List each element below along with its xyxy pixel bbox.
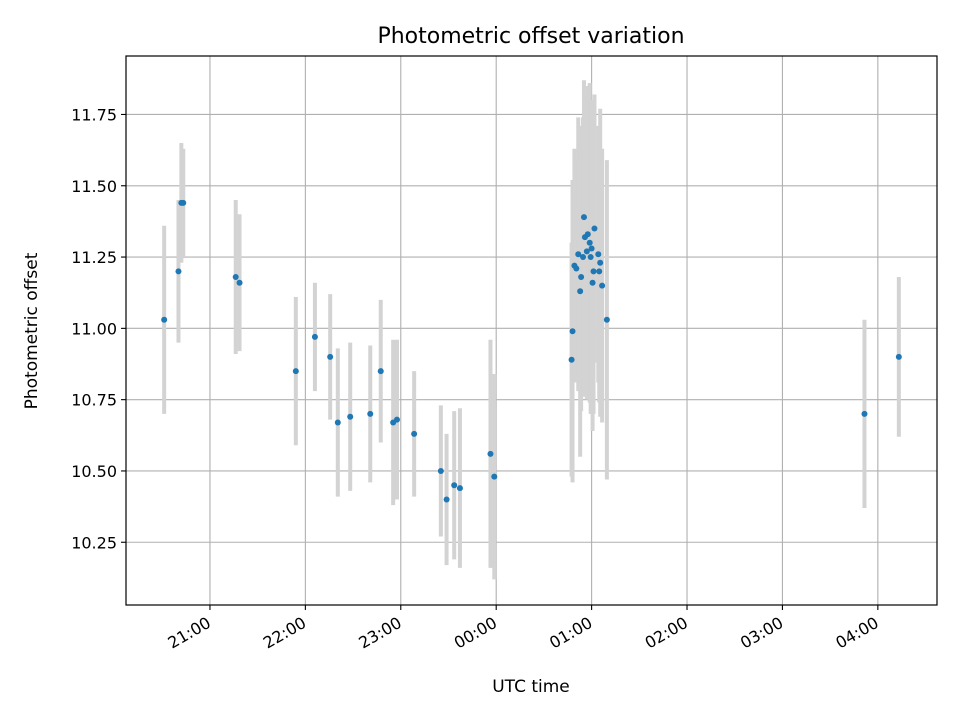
data-point xyxy=(437,467,444,474)
data-point xyxy=(443,496,450,503)
data-point xyxy=(451,482,458,489)
y-tick-label: 11.00 xyxy=(71,319,117,338)
data-point xyxy=(587,254,594,261)
data-point xyxy=(577,288,584,295)
data-point xyxy=(568,356,575,363)
data-point xyxy=(584,231,591,238)
data-point xyxy=(599,282,606,289)
data-point xyxy=(591,225,598,232)
data-point xyxy=(232,274,239,281)
y-axis-ticks: 10.25 10.50 10.75 11.00 11.25 11.50 11.75 xyxy=(71,105,126,552)
y-tick-label: 11.75 xyxy=(71,105,117,124)
data-point xyxy=(861,410,868,417)
y-tick-label: 11.25 xyxy=(71,248,117,267)
data-point xyxy=(590,268,597,275)
data-point xyxy=(175,268,182,275)
data-point xyxy=(236,279,243,286)
data-point xyxy=(586,239,593,246)
data-point xyxy=(580,214,587,221)
data-point xyxy=(573,265,580,272)
data-point xyxy=(595,251,602,258)
chart-title: Photometric offset variation xyxy=(377,24,684,49)
y-tick-label: 10.25 xyxy=(71,533,117,552)
data-point xyxy=(895,353,902,360)
data-point xyxy=(603,316,610,323)
y-tick-label: 11.50 xyxy=(71,177,117,196)
data-point xyxy=(569,328,576,335)
data-point xyxy=(367,410,374,417)
data-point xyxy=(580,254,587,261)
y-tick-label: 10.50 xyxy=(71,462,117,481)
data-point xyxy=(311,333,318,340)
data-point xyxy=(596,268,603,275)
plot-frame xyxy=(125,55,938,606)
data-point xyxy=(393,416,400,423)
data-point xyxy=(334,419,341,426)
data-point xyxy=(597,259,604,266)
data-point xyxy=(377,368,384,375)
y-axis-label: Photometric offset xyxy=(22,252,42,409)
data-point xyxy=(161,316,168,323)
data-point xyxy=(456,485,463,492)
data-point xyxy=(491,473,498,480)
data-point xyxy=(487,450,494,457)
data-point xyxy=(575,251,582,258)
data-point xyxy=(180,199,187,206)
data-point xyxy=(411,430,418,437)
data-points xyxy=(161,199,902,503)
data-point xyxy=(292,368,299,375)
data-point xyxy=(589,279,596,286)
y-tick-label: 10.75 xyxy=(71,391,117,410)
data-point xyxy=(578,274,585,281)
x-axis-label: UTC time xyxy=(492,677,570,697)
data-point xyxy=(583,248,590,255)
data-point xyxy=(347,413,354,420)
data-point xyxy=(327,353,334,360)
data-point xyxy=(588,245,595,252)
